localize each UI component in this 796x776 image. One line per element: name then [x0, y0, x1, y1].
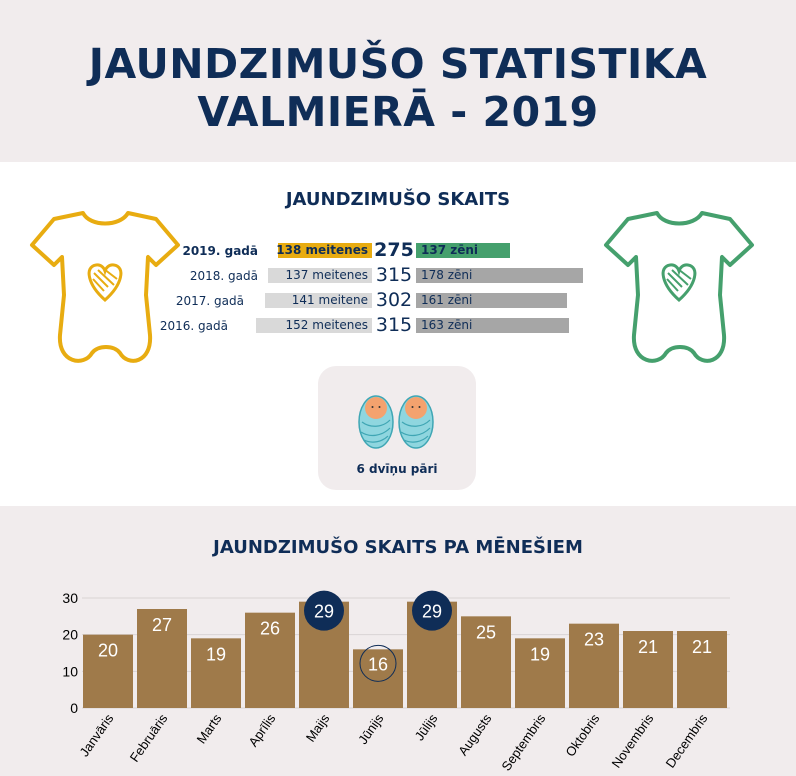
bar-value-label: 25 [476, 622, 496, 642]
bar-value-label: 21 [692, 637, 712, 657]
boys-bar: 178 zēni [416, 268, 584, 283]
girls-bar: 152 meitenes [256, 318, 372, 333]
year-label: 2017. gadā [175, 294, 244, 308]
chart-title: JAUNDZIMUŠO SKAITS PA MĒNEŠIEM [213, 537, 583, 558]
x-tick-label: Marts [194, 711, 225, 747]
girls-label: 138 meitenes [276, 243, 368, 257]
x-tick-label: Augusts [455, 711, 495, 758]
x-tick-label: Oktobris [562, 711, 602, 760]
y-tick-label: 10 [62, 663, 78, 679]
total-count: 315 [375, 314, 413, 336]
total-count: 302 [375, 289, 413, 311]
month-bar [515, 638, 565, 708]
bar-value-label: 20 [98, 641, 118, 661]
boys-label: 163 zēni [421, 318, 473, 332]
max-marker [304, 590, 344, 631]
bar-value-label: 29 [422, 602, 442, 622]
x-tick-label: Decembris [663, 711, 711, 771]
twin-babies-icon [358, 395, 434, 449]
bar-value-label: 27 [152, 615, 172, 635]
boys-bar: 161 zēni [416, 293, 568, 308]
total-count: 275 [374, 239, 414, 261]
page-title: JAUNDZIMUŠO STATISTIKA VALMIERĀ - 2019 [0, 40, 796, 136]
twins-card: 6 dvīņu pāri [318, 366, 476, 490]
girls-label: 141 meitene [291, 293, 368, 307]
bar-value-label: 29 [314, 602, 334, 622]
bar-value-label: 21 [638, 637, 658, 657]
month-bar [191, 638, 241, 708]
x-tick-label: Februāris [127, 711, 171, 765]
y-tick-label: 0 [70, 700, 78, 716]
bar-value-label: 23 [584, 630, 604, 650]
girls-label: 152 meitenes [285, 318, 368, 332]
summary-title: JAUNDZIMUŠO SKAITS [285, 189, 511, 210]
month-bar [569, 623, 619, 708]
title-line-2: VALMIERĀ - 2019 [197, 88, 599, 136]
boys-label: 161 zēni [421, 293, 473, 307]
girls-bar: 138 meitenes [276, 243, 372, 258]
boys-label: 137 zēni [421, 243, 479, 257]
month-bar [137, 609, 187, 708]
max-marker [412, 590, 452, 631]
x-tick-label: Jūlijs [412, 711, 441, 744]
total-count: 315 [375, 264, 413, 286]
bar-value-label: 19 [206, 644, 226, 664]
month-bar [461, 616, 511, 708]
y-tick-label: 20 [62, 627, 78, 643]
bar-value-label: 16 [368, 654, 388, 674]
bar-value-label: 19 [530, 644, 550, 664]
year-label: 2016. gadā [159, 319, 228, 333]
year-label: 2019. gadā [182, 244, 258, 258]
x-tick-label: Aprīlis [245, 711, 278, 750]
month-bar [677, 631, 727, 708]
month-bar [245, 612, 295, 708]
girl-onesie-icon [30, 211, 180, 363]
twins-label: 6 dvīņu pāri [356, 462, 438, 476]
title-line-1: JAUNDZIMUŠO STATISTIKA [88, 40, 708, 88]
x-tick-label: Janvāris [76, 711, 116, 760]
y-tick-label: 30 [62, 590, 78, 606]
monthly-bar-chart: 0 10 20 30 20 Janvāris 27 Februāris 19 Marts 26 Apr… [62, 590, 730, 774]
boys-label: 178 zēni [421, 268, 473, 282]
month-bar [623, 631, 673, 708]
boys-bar: 163 zēni [416, 318, 570, 333]
year-label: 2018. gadā [189, 269, 258, 283]
x-tick-label: Jūnijs [355, 711, 387, 747]
min-marker [359, 644, 397, 682]
girls-bar: 137 meitenes [267, 268, 372, 283]
x-tick-label: Novembris [609, 711, 657, 771]
boys-bar: 137 zēni [416, 243, 510, 258]
girls-bar: 141 meitene [264, 293, 372, 308]
x-tick-label: Maijs [303, 711, 333, 745]
month-bar [353, 649, 403, 708]
x-tick-label: Septembris [498, 711, 548, 774]
girls-label: 137 meitenes [285, 268, 368, 282]
month-bar [83, 634, 133, 708]
bar-value-label: 26 [260, 619, 280, 639]
boy-onesie-icon [604, 211, 754, 363]
